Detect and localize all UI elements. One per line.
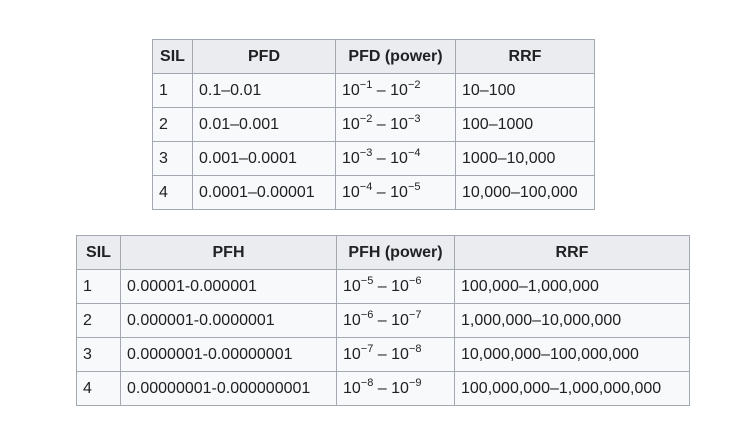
sil-cell: 3 xyxy=(76,337,121,372)
table-row: 3 0.001–0.0001 10−3 – 10−4 1000–10,000 xyxy=(152,141,595,176)
pfh-cell: 0.00001-0.000001 xyxy=(120,269,337,304)
pfd-cell: 0.0001–0.00001 xyxy=(192,175,336,210)
pfd-cell: 0.001–0.0001 xyxy=(192,141,336,176)
rrf-cell: 10–100 xyxy=(455,73,595,108)
col-header-pfd-power: PFD (power) xyxy=(335,39,456,74)
table-row: 2 0.01–0.001 10−2 – 10−3 100–1000 xyxy=(152,107,595,142)
pfd-cell: 0.01–0.001 xyxy=(192,107,336,142)
pfh-table: SIL PFH PFH (power) RRF 1 0.00001-0.0000… xyxy=(76,235,690,406)
sil-cell: 4 xyxy=(152,175,193,210)
sil-cell: 4 xyxy=(76,371,121,406)
pfh-power-cell: 10−7 – 10−8 xyxy=(336,337,455,372)
col-header-sil: SIL xyxy=(76,235,121,270)
pfd-cell: 0.1–0.01 xyxy=(192,73,336,108)
sil-cell: 1 xyxy=(152,73,193,108)
sil-cell: 2 xyxy=(76,303,121,338)
table-row: 4 0.00000001-0.000000001 10−8 – 10−9 100… xyxy=(76,371,690,406)
col-header-rrf: RRF xyxy=(454,235,690,270)
table-row: 1 0.00001-0.000001 10−5 – 10−6 100,000–1… xyxy=(76,269,690,304)
rrf-cell: 10,000–100,000 xyxy=(455,175,595,210)
rrf-cell: 100,000,000–1,000,000,000 xyxy=(454,371,690,406)
pfh-power-cell: 10−5 – 10−6 xyxy=(336,269,455,304)
pfh-power-cell: 10−8 – 10−9 xyxy=(336,371,455,406)
rrf-cell: 100,000–1,000,000 xyxy=(454,269,690,304)
table-header-row: SIL PFH PFH (power) RRF xyxy=(76,235,690,270)
rrf-cell: 100–1000 xyxy=(455,107,595,142)
col-header-pfh: PFH xyxy=(120,235,337,270)
pfd-power-cell: 10−4 – 10−5 xyxy=(335,175,456,210)
sil-cell: 1 xyxy=(76,269,121,304)
pfh-cell: 0.0000001-0.00000001 xyxy=(120,337,337,372)
table-row: 2 0.000001-0.0000001 10−6 – 10−7 1,000,0… xyxy=(76,303,690,338)
col-header-rrf: RRF xyxy=(455,39,595,74)
pfh-cell: 0.00000001-0.000000001 xyxy=(120,371,337,406)
rrf-cell: 1,000,000–10,000,000 xyxy=(454,303,690,338)
table-header-row: SIL PFD PFD (power) RRF xyxy=(152,39,595,74)
table-row: 1 0.1–0.01 10−1 – 10−2 10–100 xyxy=(152,73,595,108)
pfd-power-cell: 10−2 – 10−3 xyxy=(335,107,456,142)
pfd-table: SIL PFD PFD (power) RRF 1 0.1–0.01 10−1 … xyxy=(152,39,595,210)
pfd-power-cell: 10−1 – 10−2 xyxy=(335,73,456,108)
sil-cell: 3 xyxy=(152,141,193,176)
table-row: 3 0.0000001-0.00000001 10−7 – 10−8 10,00… xyxy=(76,337,690,372)
col-header-pfd: PFD xyxy=(192,39,336,74)
pfh-cell: 0.000001-0.0000001 xyxy=(120,303,337,338)
sil-cell: 2 xyxy=(152,107,193,142)
rrf-cell: 1000–10,000 xyxy=(455,141,595,176)
pfd-power-cell: 10−3 – 10−4 xyxy=(335,141,456,176)
col-header-pfh-power: PFH (power) xyxy=(336,235,455,270)
table-row: 4 0.0001–0.00001 10−4 – 10−5 10,000–100,… xyxy=(152,175,595,210)
rrf-cell: 10,000,000–100,000,000 xyxy=(454,337,690,372)
pfh-power-cell: 10−6 – 10−7 xyxy=(336,303,455,338)
col-header-sil: SIL xyxy=(152,39,193,74)
